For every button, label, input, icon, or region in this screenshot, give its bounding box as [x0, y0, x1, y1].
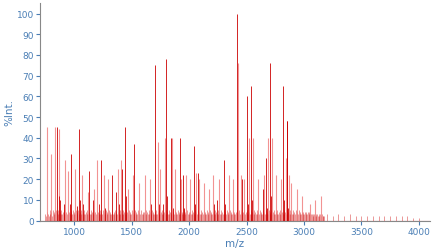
Y-axis label: %Int.: %Int.	[4, 99, 14, 126]
X-axis label: m/z: m/z	[225, 238, 245, 248]
